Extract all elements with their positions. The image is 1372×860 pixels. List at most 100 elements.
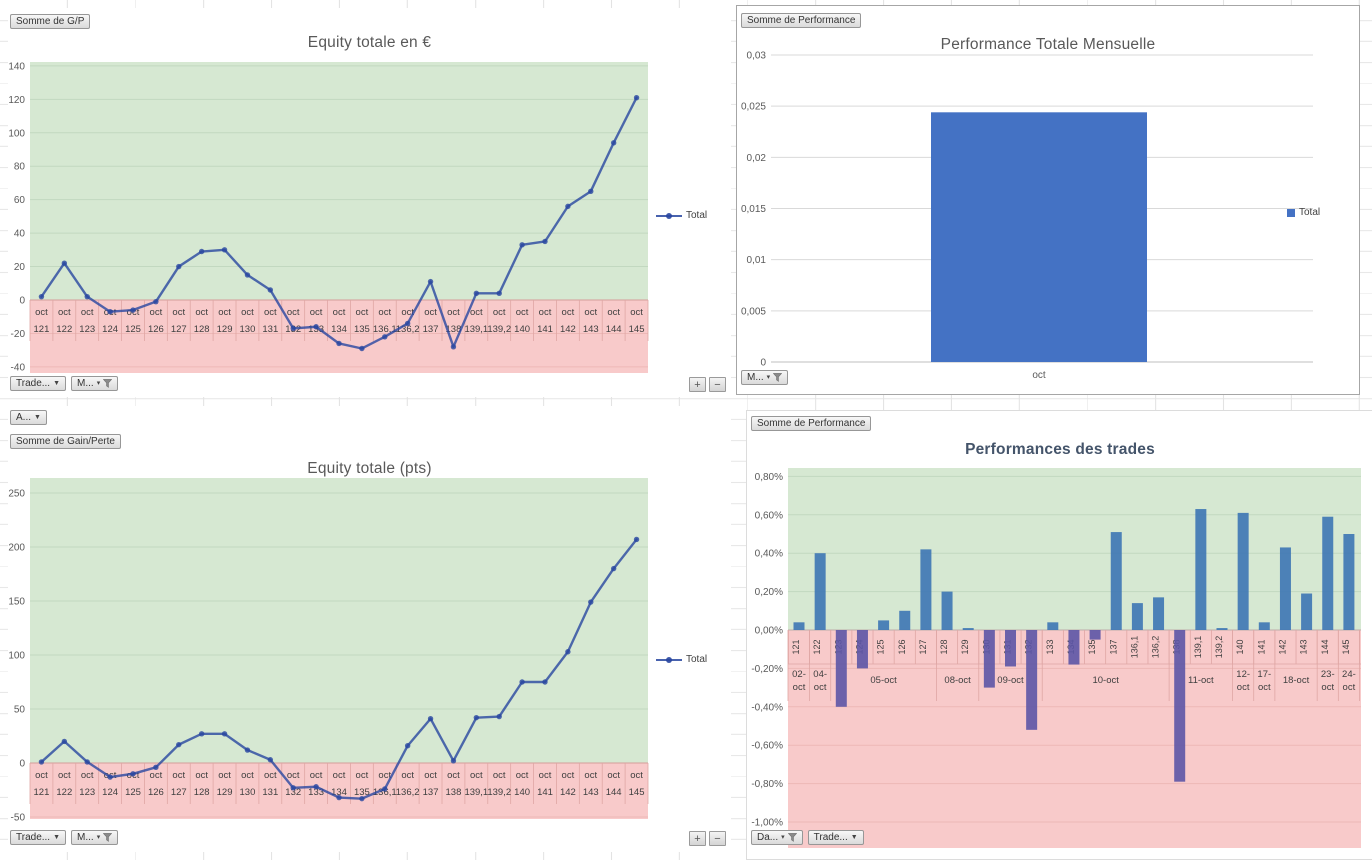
- pivot-field-button-gain-perte[interactable]: Somme de Gain/Perte: [10, 434, 121, 449]
- bar-plot-area[interactable]: 0 0,005 0,01 0,015 0,02 0,025 0,03 oct: [737, 6, 1357, 392]
- axis-field-button-month[interactable]: M... ▾: [741, 370, 789, 385]
- svg-text:oct: oct: [356, 307, 369, 318]
- collapse-button[interactable]: −: [709, 831, 726, 846]
- svg-text:136,1: 136,1: [373, 324, 397, 335]
- axis-field-button-trade[interactable]: Trade... ▼: [10, 376, 67, 391]
- svg-text:143: 143: [583, 324, 599, 335]
- svg-text:122: 122: [56, 324, 72, 335]
- svg-text:02-: 02-: [792, 669, 806, 680]
- svg-text:139,2: 139,2: [487, 787, 511, 798]
- svg-text:oct: oct: [470, 307, 483, 318]
- pivot-field-button-performance[interactable]: Somme de Performance: [741, 13, 862, 28]
- svg-text:128: 128: [194, 324, 210, 335]
- svg-text:122: 122: [812, 639, 822, 654]
- svg-text:oct: oct: [35, 770, 48, 781]
- svg-text:142: 142: [560, 787, 576, 798]
- svg-text:124: 124: [102, 324, 118, 335]
- pivot-filter-button-a[interactable]: A... ▼: [10, 410, 47, 425]
- svg-text:oct: oct: [584, 770, 597, 781]
- axis-field-button-date[interactable]: Da... ▾: [751, 830, 803, 845]
- svg-text:0: 0: [19, 759, 25, 770]
- svg-text:134: 134: [331, 787, 347, 798]
- axis-field-button-month[interactable]: M... ▾: [71, 376, 119, 391]
- svg-text:oct: oct: [81, 307, 94, 318]
- svg-text:oct: oct: [814, 682, 827, 693]
- pivot-field-button-performance[interactable]: Somme de Performance: [751, 416, 872, 431]
- svg-text:oct: oct: [195, 770, 208, 781]
- svg-text:oct: oct: [241, 307, 254, 318]
- svg-text:137: 137: [423, 787, 439, 798]
- svg-text:oct: oct: [793, 682, 806, 693]
- filter-icon: [103, 379, 113, 388]
- legend: Total: [1287, 207, 1320, 218]
- svg-text:oct: oct: [539, 770, 552, 781]
- svg-text:0,60%: 0,60%: [755, 510, 783, 521]
- svg-text:144: 144: [606, 787, 622, 798]
- svg-text:145: 145: [629, 324, 645, 335]
- svg-text:-1,00%: -1,00%: [751, 818, 783, 829]
- svg-text:20: 20: [14, 262, 26, 273]
- svg-text:139,2: 139,2: [487, 324, 511, 335]
- chart-performances-trades[interactable]: Somme de Performance Performances des tr…: [746, 410, 1372, 860]
- svg-text:oct: oct: [333, 307, 346, 318]
- svg-text:125: 125: [125, 787, 141, 798]
- svg-text:145: 145: [629, 787, 645, 798]
- svg-text:oct: oct: [150, 307, 163, 318]
- svg-text:oct: oct: [447, 770, 460, 781]
- pivot-field-button-gp[interactable]: Somme de G/P: [10, 14, 91, 29]
- svg-text:oct: oct: [195, 307, 208, 318]
- svg-text:129: 129: [217, 324, 233, 335]
- svg-text:oct: oct: [607, 307, 620, 318]
- chart-equity-eur[interactable]: Somme de G/P Equity totale en € 140 120 10…: [8, 8, 731, 397]
- bar-plot-area[interactable]: 0,80% 0,60% 0,40% 0,20% 0,00% -0,20% -0,40% -0,…: [747, 411, 1371, 857]
- svg-text:oct: oct: [172, 770, 185, 781]
- legend-line-marker-icon: [656, 212, 682, 219]
- svg-text:121: 121: [34, 324, 50, 335]
- axis-field-button-trade[interactable]: Trade... ▼: [807, 830, 864, 845]
- svg-text:0,005: 0,005: [741, 306, 766, 317]
- svg-text:17-: 17-: [1257, 669, 1271, 680]
- svg-text:08-oct: 08-oct: [944, 675, 971, 686]
- svg-text:oct: oct: [378, 770, 391, 781]
- svg-text:oct: oct: [1237, 682, 1250, 693]
- svg-text:136,2: 136,2: [396, 324, 420, 335]
- svg-text:50: 50: [14, 705, 26, 716]
- svg-text:oct: oct: [424, 307, 437, 318]
- svg-text:0,40%: 0,40%: [755, 549, 783, 560]
- svg-text:oct: oct: [264, 770, 277, 781]
- line-plot-area[interactable]: 250 200 150 100 50 0 -50 oct 121 oct 122 oct 123 oct 1…: [8, 406, 731, 852]
- svg-text:132: 132: [285, 787, 301, 798]
- svg-text:129: 129: [960, 639, 970, 654]
- expand-button[interactable]: +: [689, 377, 706, 392]
- svg-text:0,02: 0,02: [747, 153, 767, 164]
- svg-text:140: 140: [8, 61, 25, 72]
- svg-text:135: 135: [354, 787, 370, 798]
- svg-text:141: 141: [537, 787, 553, 798]
- pivot-field-label: Somme de Gain/Perte: [16, 436, 115, 447]
- svg-text:150: 150: [8, 597, 25, 608]
- svg-text:0: 0: [760, 358, 766, 369]
- axis-field-button-trade[interactable]: Trade... ▼: [10, 830, 67, 845]
- svg-text:142: 142: [1277, 639, 1287, 654]
- svg-text:121: 121: [791, 639, 801, 654]
- expand-button[interactable]: +: [689, 831, 706, 846]
- chart-performance-mensuelle[interactable]: Somme de Performance Performance Totale …: [736, 5, 1360, 395]
- svg-text:oct: oct: [424, 770, 437, 781]
- svg-text:oct: oct: [264, 307, 277, 318]
- collapse-button[interactable]: −: [709, 377, 726, 392]
- svg-text:131: 131: [262, 324, 278, 335]
- svg-text:oct: oct: [310, 770, 323, 781]
- svg-text:24-: 24-: [1342, 669, 1356, 680]
- svg-text:oct: oct: [241, 770, 254, 781]
- svg-text:oct: oct: [378, 307, 391, 318]
- svg-text:100: 100: [8, 651, 25, 662]
- svg-text:144: 144: [606, 324, 622, 335]
- svg-text:135: 135: [354, 324, 370, 335]
- line-plot-area[interactable]: 140 120 100 80 60 40 20 0 -20 -40 oct 121 oct 122 oct 1…: [8, 8, 731, 397]
- chart-equity-pts[interactable]: A... ▼ Somme de Gain/Perte Equity totale…: [8, 406, 731, 852]
- axis-field-button-month[interactable]: M... ▾: [71, 830, 119, 845]
- svg-text:100: 100: [8, 128, 25, 139]
- svg-text:oct: oct: [81, 770, 94, 781]
- svg-text:-0,60%: -0,60%: [751, 741, 783, 752]
